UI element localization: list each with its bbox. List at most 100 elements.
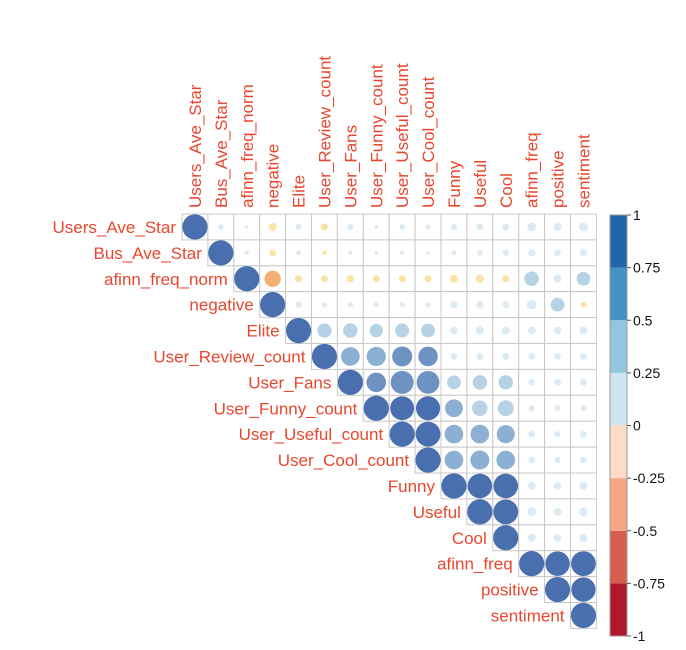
- correlation-circle: [322, 250, 327, 256]
- correlation-circle: [295, 301, 302, 308]
- correlation-circle: [554, 431, 561, 438]
- correlation-circle: [554, 249, 561, 257]
- correlation-circle: [580, 353, 587, 360]
- correlation-circle: [571, 551, 596, 577]
- correlation-circle: [347, 223, 354, 231]
- correlation-circle: [366, 346, 386, 367]
- correlation-circle: [311, 343, 338, 370]
- column-label: afinn_freq: [523, 132, 542, 208]
- correlation-circle: [528, 249, 536, 257]
- correlation-circle: [472, 400, 488, 417]
- correlation-circle: [502, 301, 510, 308]
- correlation-circle: [553, 222, 562, 231]
- correlation-circle: [579, 481, 588, 490]
- correlation-circle: [526, 299, 537, 310]
- correlation-circle: [579, 222, 588, 232]
- row-label: Useful: [413, 503, 461, 522]
- correlation-circle: [268, 222, 277, 231]
- correlation-circle: [260, 292, 286, 318]
- correlation-circle: [472, 375, 488, 390]
- correlation-circle: [399, 224, 405, 230]
- correlation-circle: [519, 551, 545, 577]
- correlation-circle: [553, 533, 562, 542]
- grid-cell: [518, 213, 546, 241]
- legend-tick-label: -0.75: [633, 575, 665, 591]
- correlation-circle: [580, 430, 587, 438]
- row-label: sentiment: [491, 606, 565, 625]
- correlation-circle: [447, 375, 461, 390]
- correlation-circle: [444, 424, 464, 444]
- correlation-circle: [208, 240, 234, 266]
- correlation-circle: [528, 456, 535, 464]
- correlation-circle: [218, 224, 224, 230]
- correlation-circle: [424, 275, 432, 283]
- legend-bin: [610, 267, 627, 321]
- correlation-circle: [527, 533, 536, 542]
- correlation-circle: [441, 473, 467, 499]
- correlation-circles: [182, 214, 597, 629]
- correlation-circle: [415, 421, 441, 447]
- column-label: Bus_Ave_Star: [212, 99, 231, 208]
- correlation-circle: [527, 222, 537, 232]
- row-label: User_Useful_count: [239, 425, 384, 444]
- legend-bin: [610, 372, 627, 426]
- legend-bin: [610, 425, 627, 479]
- color-legend: 1 0.75 0.5 0.25 0 -0.25 -0.5 -0.75 -1: [609, 207, 665, 644]
- correlation-circle: [392, 346, 413, 367]
- correlation-circle: [496, 425, 515, 444]
- correlation-circle: [450, 223, 458, 231]
- column-label: Elite: [290, 175, 309, 208]
- correlation-circle: [579, 533, 588, 542]
- legend-tick-label: -0.25: [633, 470, 665, 486]
- correlation-circle: [544, 576, 571, 603]
- column-label: positive: [549, 150, 568, 208]
- column-label: User_Funny_count: [367, 64, 386, 208]
- row-label: afinn_freq_norm: [104, 270, 228, 289]
- correlation-circle: [269, 249, 276, 257]
- correlation-circle: [475, 326, 485, 335]
- correlation-circle: [528, 353, 535, 360]
- correlation-circle: [347, 301, 354, 308]
- correlation-circle: [264, 270, 281, 287]
- correlation-circle: [554, 456, 561, 464]
- correlation-circle: [580, 379, 587, 386]
- correlation-circle: [579, 326, 588, 335]
- column-label: Useful: [471, 160, 490, 208]
- correlation-circle: [341, 347, 360, 366]
- correlation-circle: [415, 447, 441, 473]
- correlation-circle: [416, 370, 440, 394]
- correlation-circle: [425, 224, 431, 230]
- column-label: User_Review_count: [315, 56, 334, 208]
- grid-cell: [362, 213, 390, 241]
- row-labels: Users_Ave_Star Bus_Ave_Star afinn_freq_nor…: [53, 218, 565, 626]
- correlation-circle: [554, 353, 561, 360]
- row-label: positive: [481, 581, 539, 600]
- correlation-circle: [545, 551, 570, 576]
- correlation-circle: [426, 251, 430, 255]
- column-label: User_Useful_count: [393, 63, 412, 208]
- correlation-circle: [399, 301, 405, 308]
- correlation-circle: [398, 275, 406, 283]
- correlation-circle: [580, 301, 587, 308]
- correlation-circle: [502, 352, 510, 361]
- row-label: User_Review_count: [153, 347, 305, 366]
- column-label: Funny: [445, 160, 464, 208]
- legend-tick-label: 0.75: [633, 260, 660, 276]
- correlation-circle: [390, 370, 414, 394]
- row-label: User_Funny_count: [214, 399, 358, 418]
- correlation-circle: [451, 250, 457, 256]
- row-label: negative: [189, 296, 253, 315]
- correlation-circle: [553, 274, 562, 283]
- correlation-circle: [372, 275, 380, 283]
- legend-bin: [610, 320, 627, 373]
- correlation-circle: [321, 301, 328, 308]
- correlation-circle: [295, 223, 302, 231]
- correlation-circle: [502, 223, 510, 231]
- correlation-circle: [502, 275, 510, 283]
- row-label: User_Cool_count: [278, 451, 410, 470]
- correlation-circle: [553, 326, 562, 335]
- correlation-circle: [493, 525, 519, 551]
- correlation-circle: [337, 369, 363, 395]
- row-label: Bus_Ave_Star: [94, 244, 203, 263]
- column-label: sentiment: [574, 134, 593, 208]
